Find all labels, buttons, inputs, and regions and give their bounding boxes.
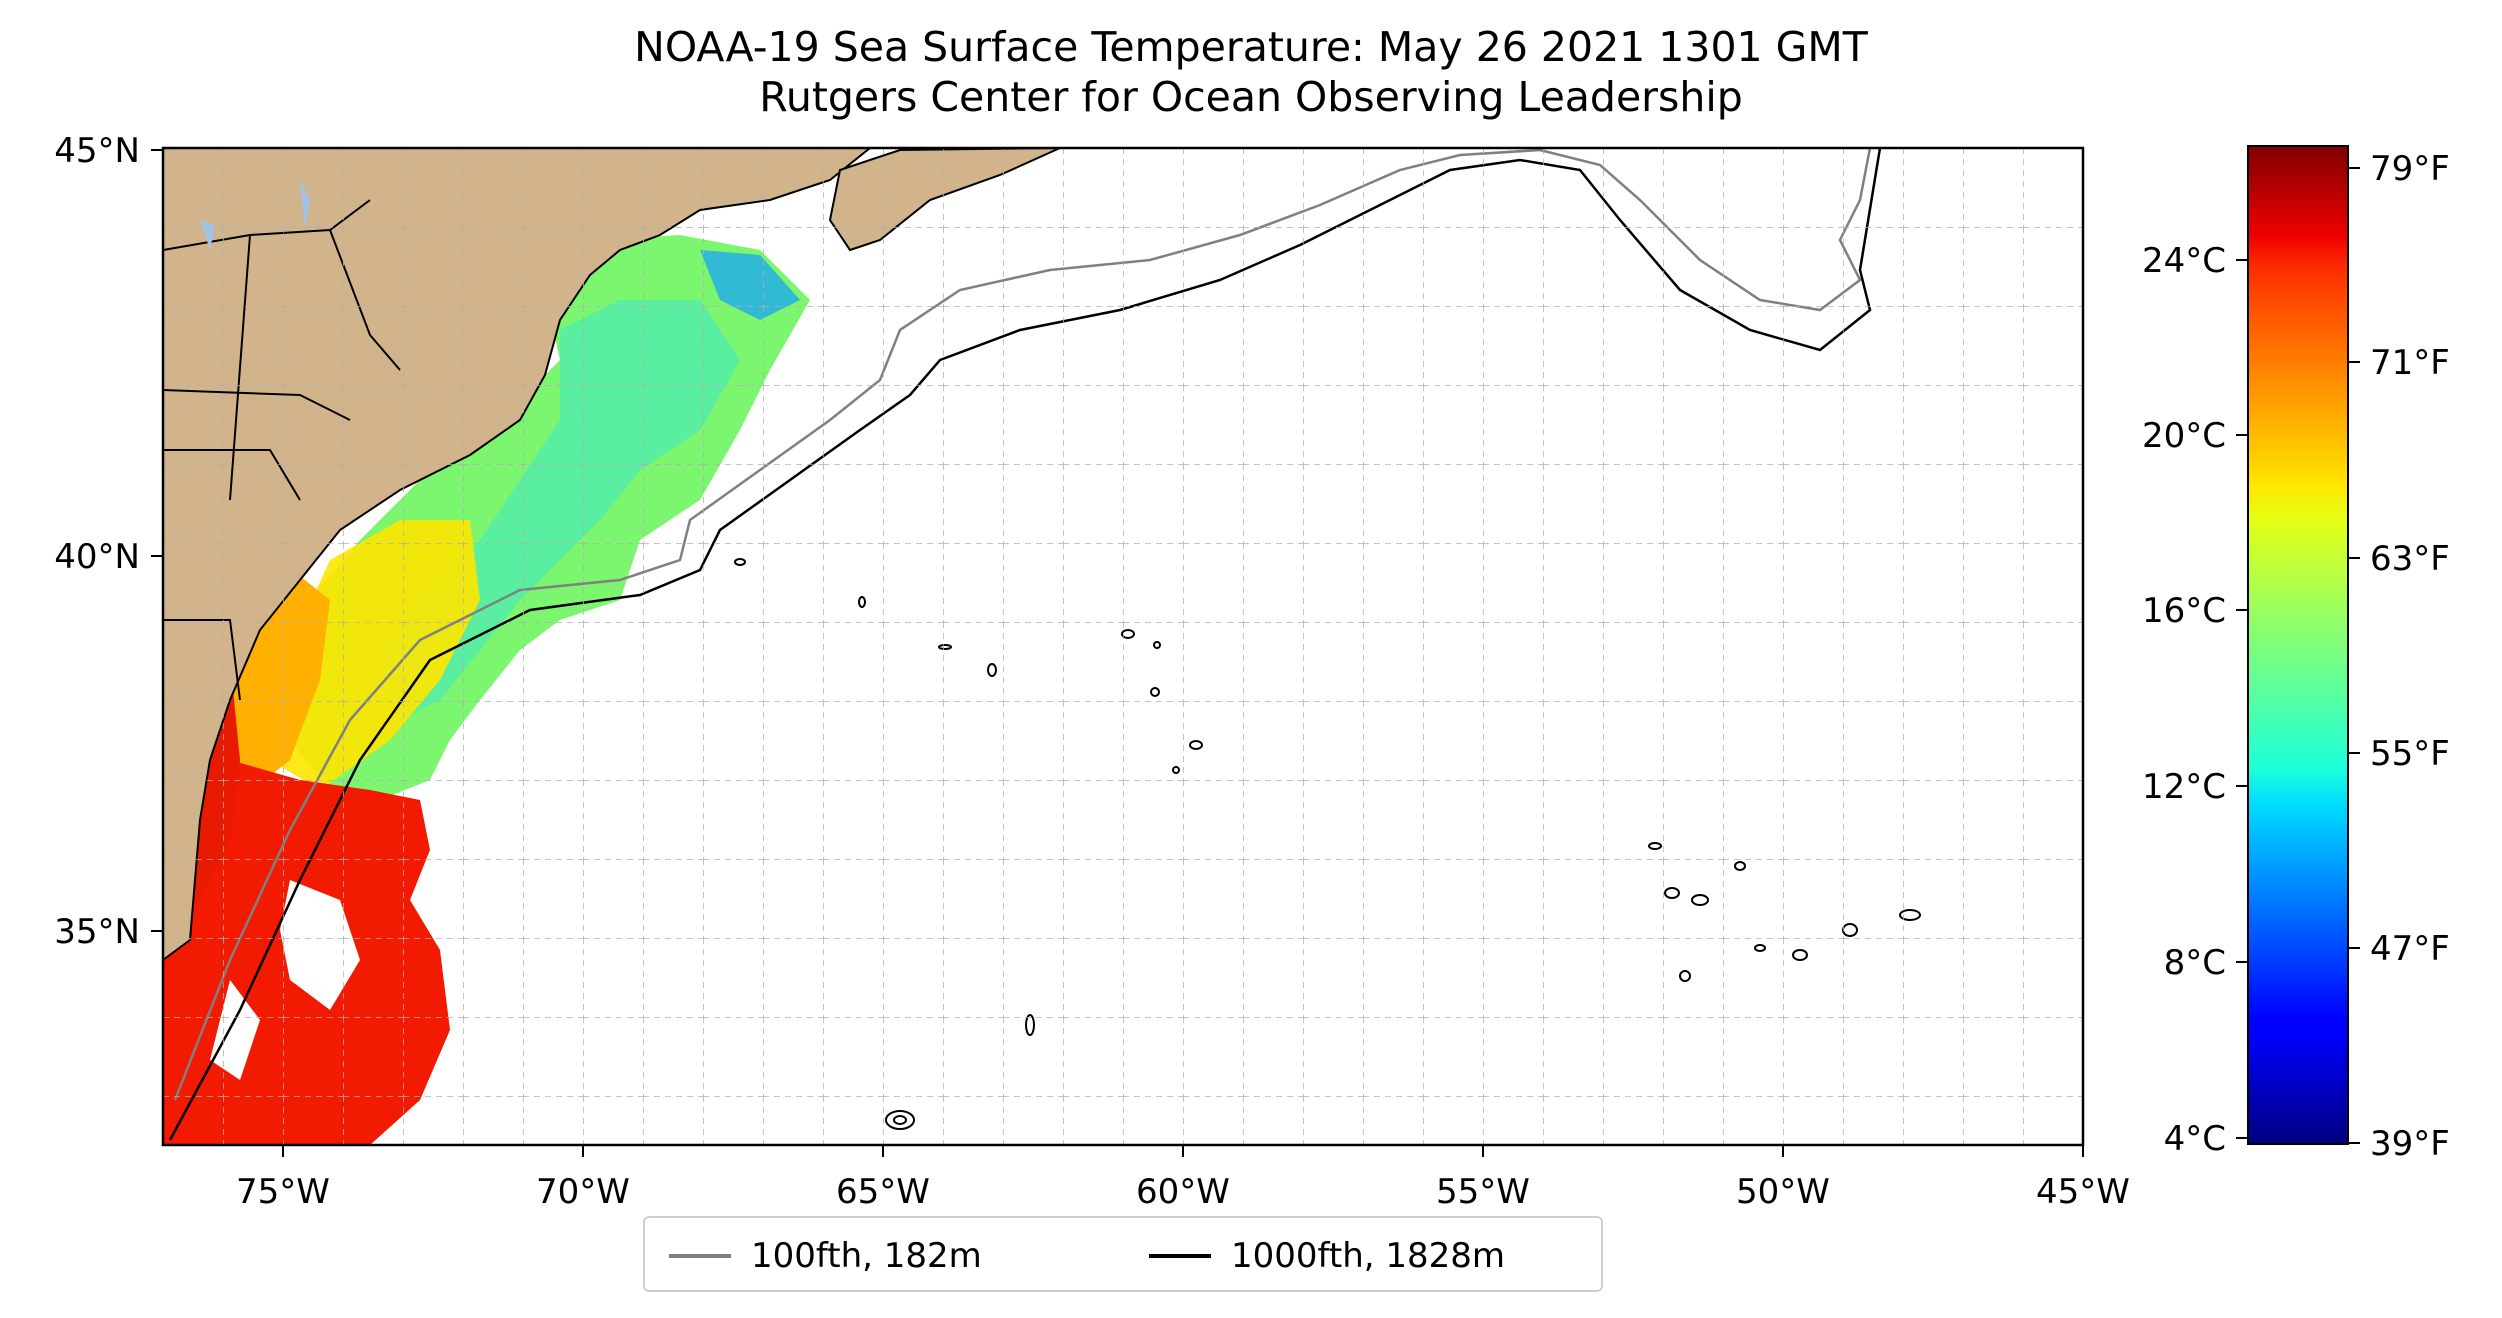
map-frame — [161, 146, 2085, 1147]
lat-tick-label: 40°N — [54, 537, 140, 577]
colorbar-fahrenheit-label: 39°F — [2370, 1124, 2450, 1164]
colorbar-gradient — [2247, 145, 2349, 1145]
lon-tick-label: 65°W — [836, 1172, 930, 1212]
colorbar-celsius-label: 8°C — [2164, 943, 2226, 983]
colorbar-fahrenheit-label: 79°F — [2370, 149, 2450, 189]
legend-item-1000fth: 1000fth, 1828m — [1149, 1236, 1505, 1276]
lon-tick-label: 75°W — [236, 1172, 330, 1212]
legend-swatch-gray-line — [669, 1254, 731, 1258]
legend-label: 1000fth, 1828m — [1231, 1236, 1506, 1276]
map-title-line1: NOAA-19 Sea Surface Temperature: May 26 … — [634, 23, 1868, 71]
colorbar-fahrenheit-label: 63°F — [2370, 539, 2450, 579]
lon-tick-label: 55°W — [1436, 1172, 1530, 1212]
colorbar-celsius-label: 12°C — [2142, 767, 2226, 807]
lon-tick-label: 50°W — [1736, 1172, 1830, 1212]
lon-tick-label: 70°W — [536, 1172, 630, 1212]
colorbar-celsius-label: 24°C — [2142, 241, 2226, 281]
map-title: NOAA-19 Sea Surface Temperature: May 26 … — [0, 22, 2502, 122]
lon-ticks — [282, 1145, 2084, 1157]
lat-tick-label: 45°N — [54, 131, 140, 171]
map-title-line2: Rutgers Center for Ocean Observing Leade… — [759, 73, 1743, 121]
colorbar: 24°C 20°C 16°C 12°C 8°C 4°C 79°F 71°F 63… — [2142, 145, 2450, 1164]
legend-swatch-black-line — [1149, 1254, 1211, 1258]
colorbar-celsius-label: 20°C — [2142, 416, 2226, 456]
colorbar-fahrenheit-label: 71°F — [2370, 343, 2450, 383]
map-gridlines — [163, 148, 2083, 1145]
colorbar-fahrenheit-label: 55°F — [2370, 734, 2450, 774]
lon-tick-label: 60°W — [1136, 1172, 1230, 1212]
lon-tick-label: 45°W — [2036, 1172, 2130, 1212]
legend-item-100fth: 100fth, 182m — [669, 1236, 982, 1276]
lat-tick-label: 35°N — [54, 912, 140, 952]
colorbar-celsius-label: 16°C — [2142, 591, 2226, 631]
map-panel — [163, 148, 2083, 1145]
legend-label: 100fth, 182m — [751, 1236, 982, 1276]
legend: 100fth, 182m 1000fth, 1828m — [643, 1216, 1603, 1292]
lat-ticks — [151, 149, 163, 932]
colorbar-celsius-label: 4°C — [2164, 1119, 2226, 1159]
colorbar-fahrenheit-label: 47°F — [2370, 929, 2450, 969]
